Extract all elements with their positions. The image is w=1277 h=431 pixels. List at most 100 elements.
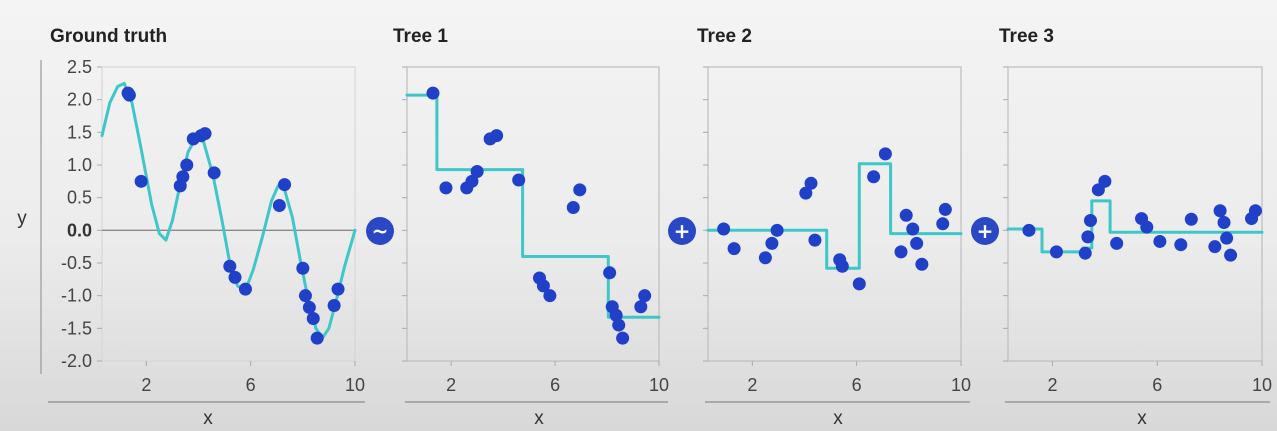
y-tick-label: -0.5 bbox=[61, 253, 92, 273]
data-point bbox=[566, 200, 580, 214]
data-point bbox=[765, 236, 779, 250]
y-tick-label: -2.0 bbox=[61, 351, 92, 371]
series-line bbox=[405, 93, 661, 319]
data-point bbox=[298, 289, 312, 303]
x-axis-label: x bbox=[833, 408, 843, 429]
data-point bbox=[915, 257, 929, 271]
x-tick-label: 10 bbox=[951, 375, 971, 395]
y-tick-label: 0.0 bbox=[67, 220, 92, 240]
data-point bbox=[609, 308, 623, 322]
data-point bbox=[278, 178, 292, 192]
data-point bbox=[1208, 240, 1222, 254]
data-point bbox=[758, 251, 772, 265]
panel-1: Ground truth 2.5 2.0 1.5 1.0 0.5 0.0 -0.5 -1.0 -1… bbox=[17, 26, 365, 429]
data-point bbox=[223, 259, 237, 273]
panel-title: Tree 1 bbox=[393, 26, 448, 47]
x-axis-label: x bbox=[1137, 408, 1147, 429]
x-axis-label: x bbox=[203, 408, 213, 429]
data-point bbox=[1248, 204, 1262, 218]
y-tick-label: 1.5 bbox=[67, 122, 92, 142]
panel-title: Tree 3 bbox=[999, 26, 1054, 47]
y-tick-label: -1.0 bbox=[61, 286, 92, 306]
plus-icon: + bbox=[668, 217, 696, 245]
operator-circle bbox=[668, 217, 696, 245]
panel-2: Tree 1 2 6 10 x bbox=[393, 26, 669, 429]
data-point bbox=[122, 88, 136, 102]
data-point bbox=[804, 176, 818, 190]
y-tick-label: 1.0 bbox=[67, 155, 92, 175]
plus-icon: + bbox=[971, 217, 999, 245]
data-point bbox=[717, 222, 731, 236]
data-point bbox=[894, 245, 908, 259]
panel-title: Ground truth bbox=[50, 26, 167, 47]
data-point bbox=[536, 279, 550, 293]
data-point bbox=[616, 331, 630, 345]
data-point bbox=[134, 174, 148, 188]
data-point bbox=[1140, 220, 1154, 234]
data-point bbox=[490, 129, 504, 143]
data-point bbox=[770, 223, 784, 237]
data-point bbox=[1213, 204, 1227, 218]
x-tick-label: 6 bbox=[550, 375, 560, 395]
data-point bbox=[439, 181, 453, 195]
x-tick-label: 10 bbox=[345, 375, 365, 395]
y-tick-label: 2.5 bbox=[67, 57, 92, 77]
x-axis-label: x bbox=[534, 408, 544, 429]
data-point bbox=[310, 331, 324, 345]
data-point bbox=[207, 166, 221, 180]
y-tick-label: 0.5 bbox=[67, 188, 92, 208]
data-point bbox=[198, 127, 212, 141]
data-point bbox=[543, 289, 557, 303]
data-point bbox=[808, 233, 822, 247]
data-point bbox=[867, 170, 881, 184]
data-point bbox=[465, 174, 479, 188]
data-point bbox=[634, 300, 648, 314]
data-point bbox=[1153, 234, 1167, 248]
x-tick-label: 10 bbox=[649, 375, 669, 395]
plot-frame bbox=[406, 66, 660, 362]
y-tick-label: -1.5 bbox=[61, 318, 92, 338]
data-point bbox=[1217, 215, 1231, 229]
data-point bbox=[1078, 246, 1092, 260]
data-point bbox=[727, 242, 741, 256]
series-line bbox=[706, 162, 963, 270]
x-tick-label: 2 bbox=[1048, 375, 1058, 395]
data-point bbox=[327, 298, 341, 312]
data-point bbox=[176, 170, 190, 184]
data-point bbox=[906, 222, 920, 236]
data-point bbox=[638, 289, 652, 303]
data-point bbox=[1083, 214, 1097, 228]
operator-circle bbox=[971, 217, 999, 245]
panel-3: Tree 2 2 6 10 x bbox=[697, 26, 971, 429]
data-point bbox=[228, 270, 242, 284]
x-tick-label: 2 bbox=[141, 375, 151, 395]
data-point bbox=[1224, 248, 1238, 262]
data-point bbox=[296, 261, 310, 275]
plot-frame bbox=[101, 66, 356, 362]
data-point bbox=[938, 202, 952, 216]
data-point bbox=[272, 199, 286, 213]
panel-4: Tree 3 2 6 10 x bbox=[999, 26, 1272, 429]
operator-symbol: ~ bbox=[372, 219, 389, 243]
operator-circle bbox=[366, 217, 394, 245]
data-point bbox=[910, 236, 924, 250]
x-tick-label: 2 bbox=[446, 375, 456, 395]
data-point bbox=[1174, 238, 1188, 252]
plot-frame bbox=[707, 66, 962, 362]
data-point bbox=[302, 300, 316, 314]
data-point bbox=[1110, 236, 1124, 250]
y-axis-label: y bbox=[17, 208, 27, 229]
x-tick-label: 6 bbox=[246, 375, 256, 395]
data-point bbox=[331, 282, 345, 296]
plot-frame bbox=[1007, 66, 1263, 362]
data-point bbox=[1184, 212, 1198, 226]
y-tick-label: 2.0 bbox=[67, 90, 92, 110]
data-point bbox=[306, 312, 320, 326]
x-tick-label: 2 bbox=[747, 375, 757, 395]
x-tick-label: 10 bbox=[1252, 375, 1272, 395]
operator-symbol: + bbox=[977, 219, 994, 243]
data-point bbox=[180, 158, 194, 172]
data-point bbox=[1098, 174, 1112, 188]
data-point bbox=[426, 86, 440, 100]
